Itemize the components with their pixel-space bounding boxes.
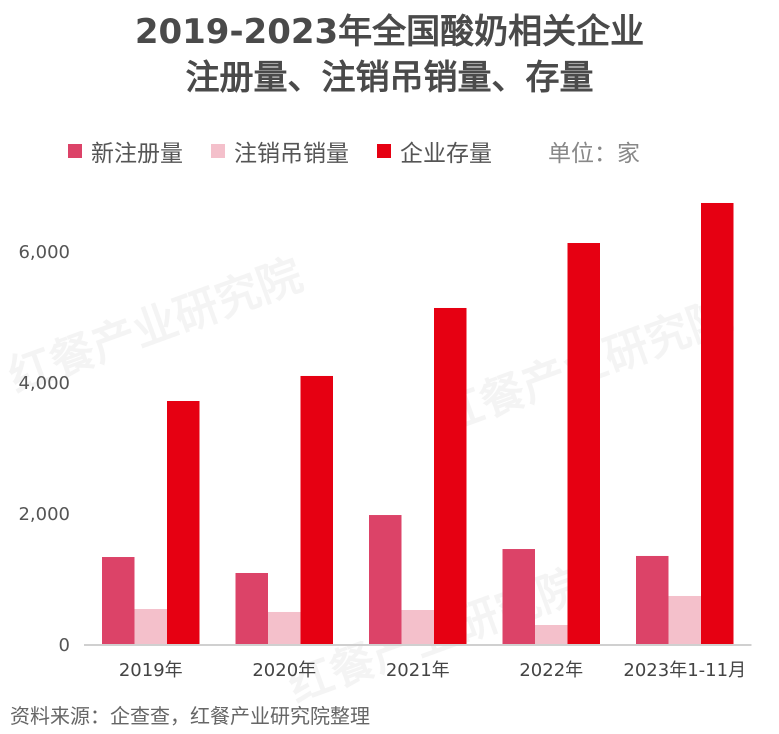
bar-3-3 xyxy=(434,307,467,644)
legend-label: 新注册量 xyxy=(91,141,183,167)
bar-3-1 xyxy=(167,400,200,644)
bar-2-1 xyxy=(134,609,167,644)
bar-1-5 xyxy=(636,555,669,644)
legend-swatch xyxy=(211,144,225,158)
bar-1-1 xyxy=(102,557,135,644)
chart-title-line1: 2019-2023年全国酸奶相关企业 xyxy=(134,12,645,52)
y-tick-label: 4,000 xyxy=(18,373,70,394)
y-tick-label: 2,000 xyxy=(18,504,70,525)
x-tick-label: 2023年1-11月 xyxy=(623,660,746,681)
x-tick-label: 2022年 xyxy=(519,660,583,681)
legend-swatch xyxy=(68,144,82,158)
chart-title-line2: 注册量、注销吊销量、存量 xyxy=(185,58,594,98)
y-tick-label: 0 xyxy=(59,635,70,656)
source-note: 资料来源：企查查，红餐产业研究院整理 xyxy=(10,704,370,728)
bar-1-3 xyxy=(369,515,402,644)
bar-2-3 xyxy=(401,610,434,644)
legend-item: 新注册量 xyxy=(68,134,183,168)
bar-3-5 xyxy=(701,202,734,644)
bar-2-5 xyxy=(668,595,701,644)
legend: 新注册量 注销吊销量 企业存量 单位：家 xyxy=(68,134,640,168)
legend-item: 注销吊销量 xyxy=(211,134,349,168)
legend-item: 企业存量 xyxy=(377,134,492,168)
x-tick-label: 2019年 xyxy=(119,660,183,681)
bar-3-4 xyxy=(567,243,600,644)
legend-swatch xyxy=(377,144,391,158)
legend-label: 企业存量 xyxy=(400,141,492,167)
bar-1-4 xyxy=(502,549,535,644)
bar-3-2 xyxy=(300,375,333,644)
legend-label: 注销吊销量 xyxy=(234,141,349,167)
bar-1-2 xyxy=(235,572,268,644)
bar-2-4 xyxy=(535,625,568,644)
x-tick-label: 2021年 xyxy=(386,660,450,681)
unit-label: 单位：家 xyxy=(548,141,640,167)
x-tick-label: 2020年 xyxy=(252,660,316,681)
y-tick-label: 6,000 xyxy=(18,242,70,263)
bar-2-2 xyxy=(268,611,301,644)
